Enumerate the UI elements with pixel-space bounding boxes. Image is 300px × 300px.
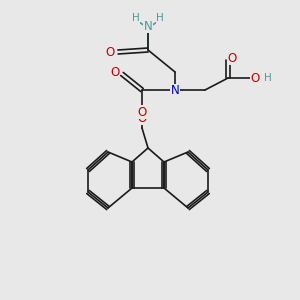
Text: O: O — [250, 71, 260, 85]
Text: O: O — [137, 112, 147, 124]
Text: H: H — [132, 13, 140, 23]
Text: N: N — [171, 85, 179, 98]
Text: O: O — [110, 65, 120, 79]
Text: H: H — [264, 73, 272, 83]
Text: O: O — [105, 46, 115, 59]
Text: O: O — [137, 106, 147, 118]
Text: O: O — [227, 52, 237, 64]
Text: H: H — [156, 13, 164, 23]
Text: N: N — [144, 20, 152, 32]
